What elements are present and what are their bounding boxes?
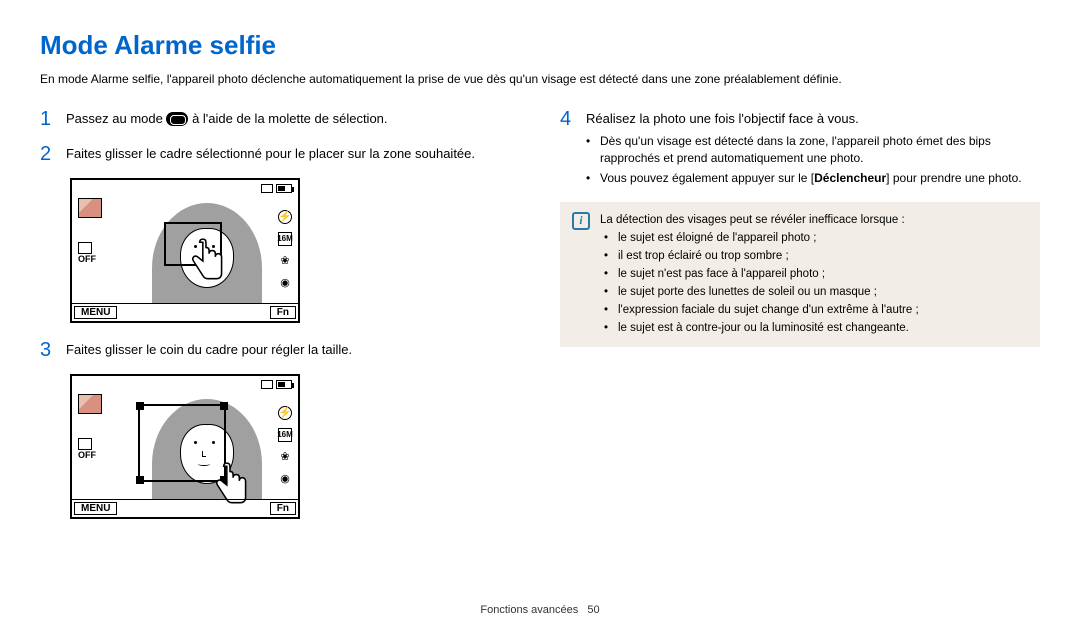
step-number: 3 [40,337,58,364]
macro-icon: ❀ [278,450,292,464]
flash-mode-icon: ⚡ [278,406,292,420]
face-detect-icon: ◉ [278,472,292,486]
note-intro: La détection des visages peut se révéler… [600,212,919,228]
resolution-icon: 16M [278,428,292,442]
intro-text: En mode Alarme selfie, l'appareil photo … [40,71,1040,88]
camera-screen-drag-frame: OFF ⚡ 16M ❀ ◉ [70,178,300,323]
fn-button[interactable]: Fn [270,306,296,319]
face-detect-icon: ◉ [278,276,292,290]
fn-button[interactable]: Fn [270,502,296,515]
card-icon [261,184,273,193]
left-column: 1 Passez au mode à l'aide de la molette … [40,106,520,533]
step1-text-post: à l'aide de la molette de sélection. [192,111,387,126]
menu-button[interactable]: MENU [74,306,117,319]
flash-off-icon: OFF [78,438,96,460]
page-number: 50 [587,604,599,616]
step-4: 4 Réalisez la photo une fois l'objectif … [560,106,1040,190]
note-item: l'expression faciale du sujet change d'u… [604,302,919,318]
step-number: 4 [560,106,578,190]
card-icon [261,380,273,389]
note-item: le sujet porte des lunettes de soleil ou… [604,284,919,300]
step2-text: Faites glisser le cadre sélectionné pour… [66,141,520,168]
thumbnail-icon [78,198,102,218]
step4-bullet: Vous pouvez également appuyer sur le [Dé… [586,170,1040,186]
page-footer: Fonctions avancées 50 [0,604,1080,616]
battery-icon [276,184,292,193]
step-number: 2 [40,141,58,168]
step-1: 1 Passez au mode à l'aide de la molette … [40,106,520,133]
step1-text-pre: Passez au mode [66,111,166,126]
flash-off-icon: OFF [78,242,96,264]
step-2: 2 Faites glisser le cadre sélectionné po… [40,141,520,168]
right-column: 4 Réalisez la photo une fois l'objectif … [560,106,1040,533]
step4-bullet: Dès qu'un visage est détecté dans la zon… [586,133,1040,165]
thumbnail-icon [78,394,102,414]
step-3: 3 Faites glisser le coin du cadre pour r… [40,337,520,364]
right-icon-stack: ⚡ 16M ❀ ◉ [278,406,292,486]
note-item: le sujet est éloigné de l'appareil photo… [604,230,919,246]
battery-icon [276,380,292,389]
note-item: il est trop éclairé ou trop sombre ; [604,248,919,264]
note-icon: i [572,212,590,230]
step3-text: Faites glisser le coin du cadre pour rég… [66,337,520,364]
note-list: le sujet est éloigné de l'appareil photo… [600,230,919,337]
status-bar [261,184,292,193]
right-icon-stack: ⚡ 16M ❀ ◉ [278,210,292,290]
macro-icon: ❀ [278,254,292,268]
flash-mode-icon: ⚡ [278,210,292,224]
status-bar [261,380,292,389]
step-number: 1 [40,106,58,133]
menu-button[interactable]: MENU [74,502,117,515]
note-item: le sujet n'est pas face à l'appareil pho… [604,266,919,282]
note-box: i La détection des visages peut se révél… [560,202,1040,347]
step4-text: Réalisez la photo une fois l'objectif fa… [586,111,859,126]
resolution-icon: 16M [278,232,292,246]
camera-screen-resize-frame: OFF ⚡ 16M ❀ ◉ [70,374,300,519]
footer-section: Fonctions avancées [480,604,578,616]
hand-pointer-icon [186,236,228,286]
note-item: le sujet est à contre-jour ou la luminos… [604,320,919,336]
page-title: Mode Alarme selfie [40,30,1040,61]
mode-dial-icon [166,112,188,126]
